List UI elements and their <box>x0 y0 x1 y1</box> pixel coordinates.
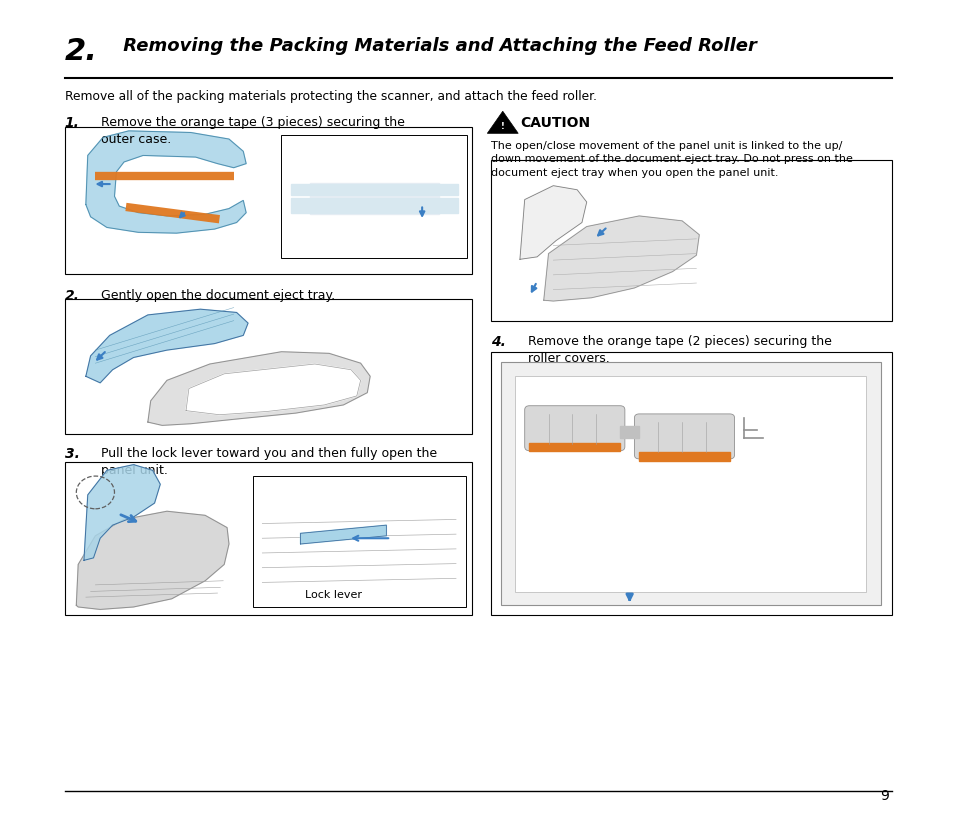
Polygon shape <box>291 198 457 213</box>
Text: CAUTION: CAUTION <box>519 116 590 130</box>
Text: 3.: 3. <box>65 447 80 461</box>
Text: Remove the orange tape (3 pieces) securing the
outer case.: Remove the orange tape (3 pieces) securi… <box>101 116 405 146</box>
Polygon shape <box>86 131 246 233</box>
Text: The open/close movement of the panel unit is linked to the up/
down movement of : The open/close movement of the panel uni… <box>491 141 852 178</box>
Text: 1.: 1. <box>65 116 80 130</box>
FancyBboxPatch shape <box>634 414 734 459</box>
Polygon shape <box>148 352 370 425</box>
Polygon shape <box>86 309 248 383</box>
FancyBboxPatch shape <box>500 362 880 605</box>
Polygon shape <box>76 511 229 609</box>
Polygon shape <box>487 111 517 133</box>
Polygon shape <box>186 364 360 415</box>
Polygon shape <box>543 216 699 301</box>
Text: Gently open the document eject tray.: Gently open the document eject tray. <box>101 289 335 302</box>
Text: 4.: 4. <box>491 335 506 349</box>
Text: Removing the Packing Materials and Attaching the Feed Roller: Removing the Packing Materials and Attac… <box>117 37 757 55</box>
Bar <box>253 476 465 607</box>
Polygon shape <box>529 443 619 451</box>
Polygon shape <box>84 465 160 560</box>
Bar <box>491 160 891 321</box>
Text: 2.: 2. <box>65 37 97 65</box>
FancyBboxPatch shape <box>515 376 865 592</box>
Bar <box>65 299 472 434</box>
Text: 2.: 2. <box>65 289 80 303</box>
Polygon shape <box>310 183 438 214</box>
Polygon shape <box>122 161 229 211</box>
Bar <box>65 127 472 274</box>
Text: !: ! <box>500 122 504 132</box>
Text: Lock lever: Lock lever <box>305 591 362 600</box>
Polygon shape <box>619 426 639 438</box>
Text: Pull the lock lever toward you and then fully open the
panel unit.: Pull the lock lever toward you and then … <box>101 447 436 478</box>
Bar <box>65 462 472 615</box>
Polygon shape <box>519 186 586 259</box>
Text: Remove the orange tape (2 pieces) securing the
roller covers.: Remove the orange tape (2 pieces) securi… <box>527 335 831 366</box>
Polygon shape <box>291 184 457 195</box>
Text: 9: 9 <box>880 789 888 803</box>
Text: Remove all of the packing materials protecting the scanner, and attach the feed : Remove all of the packing materials prot… <box>65 90 597 103</box>
Bar <box>281 135 467 258</box>
Polygon shape <box>639 452 729 461</box>
Polygon shape <box>300 525 386 544</box>
Bar <box>491 352 891 615</box>
FancyBboxPatch shape <box>524 406 624 451</box>
